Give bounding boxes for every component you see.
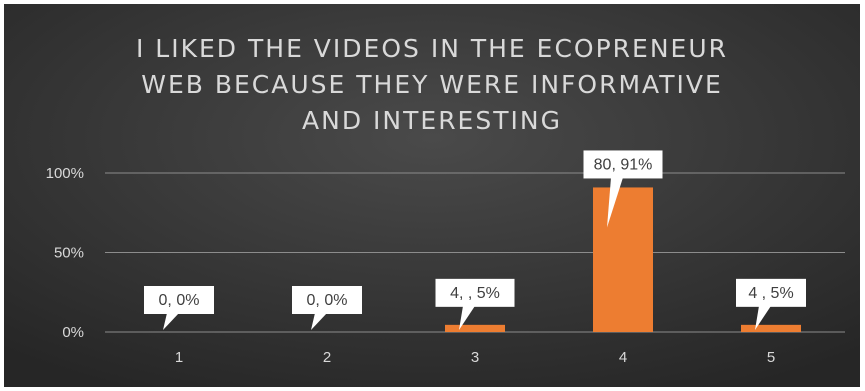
data-label-text: 4, , 5% — [450, 285, 500, 302]
data-label-text: 0, 0% — [307, 292, 348, 309]
y-tick-label: 0% — [62, 324, 84, 341]
bar — [741, 324, 801, 332]
data-label-callout: 4 , 5% — [736, 278, 806, 330]
data-label-text: 80, 91% — [594, 156, 653, 173]
data-label-text: 0, 0% — [159, 292, 200, 309]
x-axis-tick-labels: 1 2 3 4 5 — [175, 349, 775, 366]
y-tick-label: 100% — [46, 165, 84, 182]
bar — [593, 187, 653, 332]
data-label-callout: 0, 0% — [292, 286, 362, 330]
x-tick-label: 3 — [471, 349, 479, 366]
chart-title-line-3: AND INTERESTING — [302, 106, 562, 135]
x-tick-label: 2 — [323, 349, 331, 366]
y-axis-tick-labels: 0% 50% 100% — [46, 165, 84, 341]
bar — [445, 324, 505, 332]
chart-background — [4, 4, 860, 387]
chart-title-line-1: I LIKED THE VIDEOS IN THE ECOPRENEUR — [136, 34, 728, 63]
data-label-text: 4 , 5% — [748, 285, 793, 302]
data-label-callout: 80, 91% — [583, 150, 663, 228]
x-tick-label: 1 — [175, 349, 183, 366]
x-tick-label: 4 — [619, 349, 627, 366]
bars — [445, 187, 801, 332]
x-tick-label: 5 — [767, 349, 775, 366]
data-label-callout: 0, 0% — [144, 286, 214, 330]
chart-title-line-2: WEB BECAUSE THEY WERE INFORMATIVE — [141, 70, 723, 99]
y-tick-label: 50% — [54, 245, 84, 262]
data-label-callout: 4, , 5% — [435, 278, 515, 330]
data-labels: 0, 0% 0, 0% 4, , 5% 80, 91% 4 , 5% — [144, 150, 806, 330]
